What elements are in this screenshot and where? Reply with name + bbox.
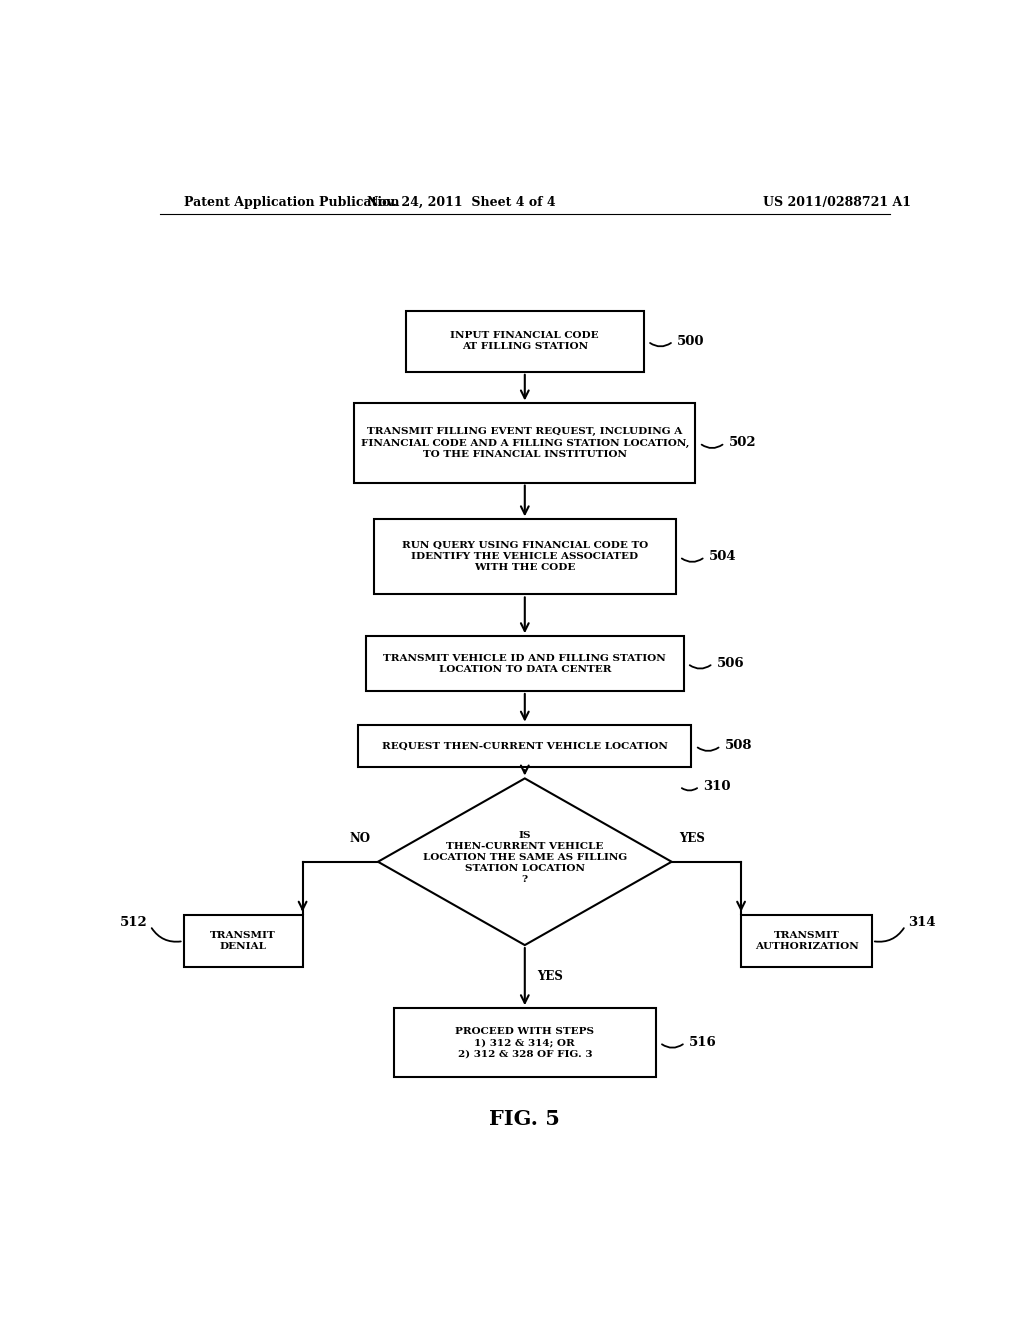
Text: YES: YES xyxy=(537,970,562,983)
Text: IS
THEN-CURRENT VEHICLE
LOCATION THE SAME AS FILLING
STATION LOCATION
?: IS THEN-CURRENT VEHICLE LOCATION THE SAM… xyxy=(423,832,627,884)
Text: 508: 508 xyxy=(725,739,753,752)
FancyBboxPatch shape xyxy=(741,915,872,968)
FancyBboxPatch shape xyxy=(394,1008,655,1077)
Text: 506: 506 xyxy=(717,657,744,671)
Text: NO: NO xyxy=(349,833,370,846)
Text: TRANSMIT
DENIAL: TRANSMIT DENIAL xyxy=(210,931,275,952)
FancyBboxPatch shape xyxy=(358,725,691,767)
Text: TRANSMIT FILLING EVENT REQUEST, INCLUDING A
FINANCIAL CODE AND A FILLING STATION: TRANSMIT FILLING EVENT REQUEST, INCLUDIN… xyxy=(360,428,689,458)
Text: Nov. 24, 2011  Sheet 4 of 4: Nov. 24, 2011 Sheet 4 of 4 xyxy=(367,195,556,209)
FancyBboxPatch shape xyxy=(367,636,684,690)
Text: TRANSMIT
AUTHORIZATION: TRANSMIT AUTHORIZATION xyxy=(755,931,858,952)
Text: 500: 500 xyxy=(677,335,705,348)
Polygon shape xyxy=(378,779,672,945)
Text: RUN QUERY USING FINANCIAL CODE TO
IDENTIFY THE VEHICLE ASSOCIATED
WITH THE CODE: RUN QUERY USING FINANCIAL CODE TO IDENTI… xyxy=(401,541,648,573)
Text: REQUEST THEN-CURRENT VEHICLE LOCATION: REQUEST THEN-CURRENT VEHICLE LOCATION xyxy=(382,742,668,750)
Text: INPUT FINANCIAL CODE
AT FILLING STATION: INPUT FINANCIAL CODE AT FILLING STATION xyxy=(451,331,599,351)
Text: 504: 504 xyxy=(709,550,736,564)
FancyBboxPatch shape xyxy=(183,915,303,968)
Text: 516: 516 xyxy=(689,1036,717,1049)
Text: FIG. 5: FIG. 5 xyxy=(489,1109,560,1129)
Text: 502: 502 xyxy=(729,437,757,450)
Text: TRANSMIT VEHICLE ID AND FILLING STATION
LOCATION TO DATA CENTER: TRANSMIT VEHICLE ID AND FILLING STATION … xyxy=(383,653,667,673)
FancyBboxPatch shape xyxy=(406,312,644,372)
Text: US 2011/0288721 A1: US 2011/0288721 A1 xyxy=(763,195,911,209)
Text: 512: 512 xyxy=(120,916,147,929)
Text: YES: YES xyxy=(680,833,706,846)
Text: 310: 310 xyxy=(703,780,731,793)
Text: Patent Application Publication: Patent Application Publication xyxy=(183,195,399,209)
Text: 314: 314 xyxy=(907,916,935,929)
FancyBboxPatch shape xyxy=(354,404,695,483)
FancyBboxPatch shape xyxy=(374,519,676,594)
Text: PROCEED WITH STEPS
1) 312 & 314; OR
2) 312 & 328 OF FIG. 3: PROCEED WITH STEPS 1) 312 & 314; OR 2) 3… xyxy=(456,1027,594,1059)
